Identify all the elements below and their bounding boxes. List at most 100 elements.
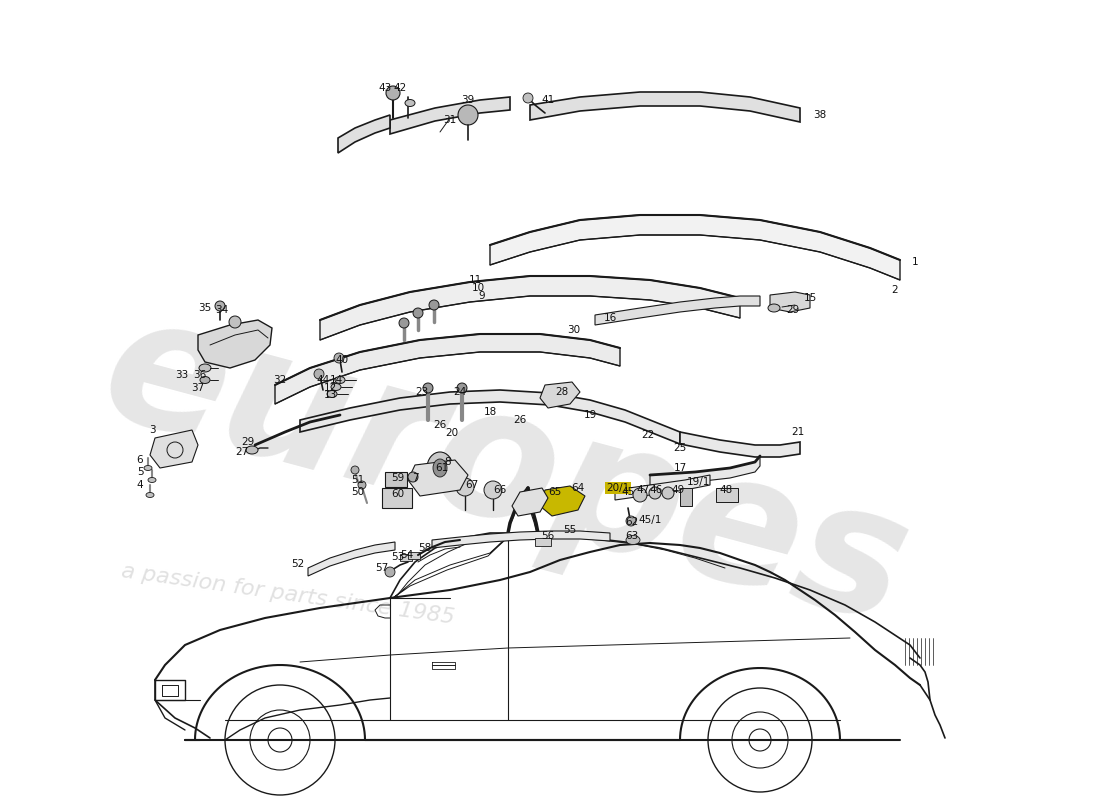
Text: 52: 52: [292, 559, 305, 569]
Circle shape: [412, 308, 424, 318]
Text: 34: 34: [216, 305, 229, 315]
Text: 8: 8: [444, 457, 451, 467]
Circle shape: [358, 481, 366, 489]
Text: 33: 33: [175, 370, 188, 380]
Bar: [680, 488, 692, 506]
Text: 10: 10: [472, 283, 485, 293]
Ellipse shape: [199, 364, 211, 372]
Text: 3: 3: [148, 425, 155, 435]
Polygon shape: [490, 215, 900, 280]
Text: 29: 29: [786, 305, 800, 315]
Bar: [716, 488, 738, 502]
Text: 26: 26: [514, 415, 527, 425]
Circle shape: [408, 472, 418, 482]
Circle shape: [649, 487, 661, 499]
Text: 27: 27: [235, 447, 249, 457]
Polygon shape: [150, 430, 198, 468]
Text: 42: 42: [394, 83, 407, 93]
Text: 26: 26: [433, 420, 447, 430]
Text: 48: 48: [719, 485, 733, 495]
Text: 19/1: 19/1: [686, 477, 710, 487]
Text: 43: 43: [378, 83, 392, 93]
Ellipse shape: [768, 304, 780, 312]
Bar: [382, 488, 412, 508]
Polygon shape: [540, 486, 585, 516]
Text: 29: 29: [241, 437, 254, 447]
Text: 37: 37: [191, 383, 205, 393]
Text: 32: 32: [274, 375, 287, 385]
Bar: [400, 554, 412, 561]
Text: 11: 11: [469, 275, 482, 285]
Polygon shape: [198, 320, 272, 368]
Circle shape: [229, 316, 241, 328]
Text: 40: 40: [336, 355, 349, 365]
Text: 19: 19: [583, 410, 596, 420]
Text: 38: 38: [813, 110, 826, 120]
Text: 46: 46: [649, 485, 662, 495]
Text: 23: 23: [416, 387, 429, 397]
Text: 24: 24: [453, 387, 466, 397]
Text: 51: 51: [351, 475, 364, 485]
Text: 21: 21: [791, 427, 804, 437]
Circle shape: [214, 301, 225, 311]
Text: 13: 13: [323, 390, 337, 400]
Polygon shape: [530, 92, 800, 122]
Text: 12: 12: [323, 383, 337, 393]
Bar: [385, 472, 407, 487]
Text: 36: 36: [194, 370, 207, 380]
Text: 45/1: 45/1: [638, 515, 662, 525]
Circle shape: [385, 567, 395, 577]
Polygon shape: [540, 382, 580, 408]
Circle shape: [424, 383, 433, 393]
Text: 66: 66: [494, 485, 507, 495]
Text: 57: 57: [375, 563, 388, 573]
Ellipse shape: [433, 459, 447, 477]
Text: 59: 59: [392, 473, 405, 483]
Circle shape: [456, 383, 468, 393]
Text: 9: 9: [478, 291, 485, 301]
Text: 20: 20: [446, 428, 459, 438]
Polygon shape: [300, 390, 680, 444]
Text: 20/1: 20/1: [606, 483, 629, 493]
Ellipse shape: [246, 446, 258, 454]
Text: europes: europes: [85, 278, 925, 662]
Ellipse shape: [148, 478, 156, 482]
Polygon shape: [770, 292, 810, 312]
Polygon shape: [390, 97, 510, 134]
Text: 67: 67: [465, 480, 478, 490]
Text: 54: 54: [400, 550, 414, 560]
Text: 41: 41: [541, 95, 554, 105]
Circle shape: [351, 466, 359, 474]
Bar: [408, 552, 420, 559]
Circle shape: [429, 300, 439, 310]
Text: 63: 63: [626, 531, 639, 541]
Text: 44: 44: [317, 375, 330, 385]
Text: 56: 56: [541, 531, 554, 541]
Circle shape: [626, 516, 636, 526]
Ellipse shape: [146, 493, 154, 498]
Text: 18: 18: [483, 407, 496, 417]
Polygon shape: [432, 531, 610, 548]
Text: 35: 35: [198, 303, 211, 313]
Text: 47: 47: [637, 485, 650, 495]
Text: 2: 2: [892, 285, 899, 295]
Text: 39: 39: [461, 95, 474, 105]
Circle shape: [386, 86, 400, 100]
Text: 14: 14: [329, 375, 342, 385]
Text: a passion for parts since 1985: a passion for parts since 1985: [120, 562, 455, 628]
Circle shape: [632, 488, 647, 502]
Ellipse shape: [331, 383, 341, 390]
Text: 60: 60: [392, 489, 405, 499]
Text: 61: 61: [436, 463, 449, 473]
Text: 4: 4: [136, 480, 143, 490]
Circle shape: [334, 353, 344, 363]
Circle shape: [314, 369, 324, 379]
Polygon shape: [615, 475, 710, 500]
Text: 49: 49: [671, 485, 684, 495]
Text: 6: 6: [136, 455, 143, 465]
Ellipse shape: [626, 535, 640, 545]
Text: 7: 7: [411, 473, 418, 483]
Polygon shape: [650, 456, 760, 485]
Circle shape: [662, 487, 674, 499]
Text: 28: 28: [556, 387, 569, 397]
